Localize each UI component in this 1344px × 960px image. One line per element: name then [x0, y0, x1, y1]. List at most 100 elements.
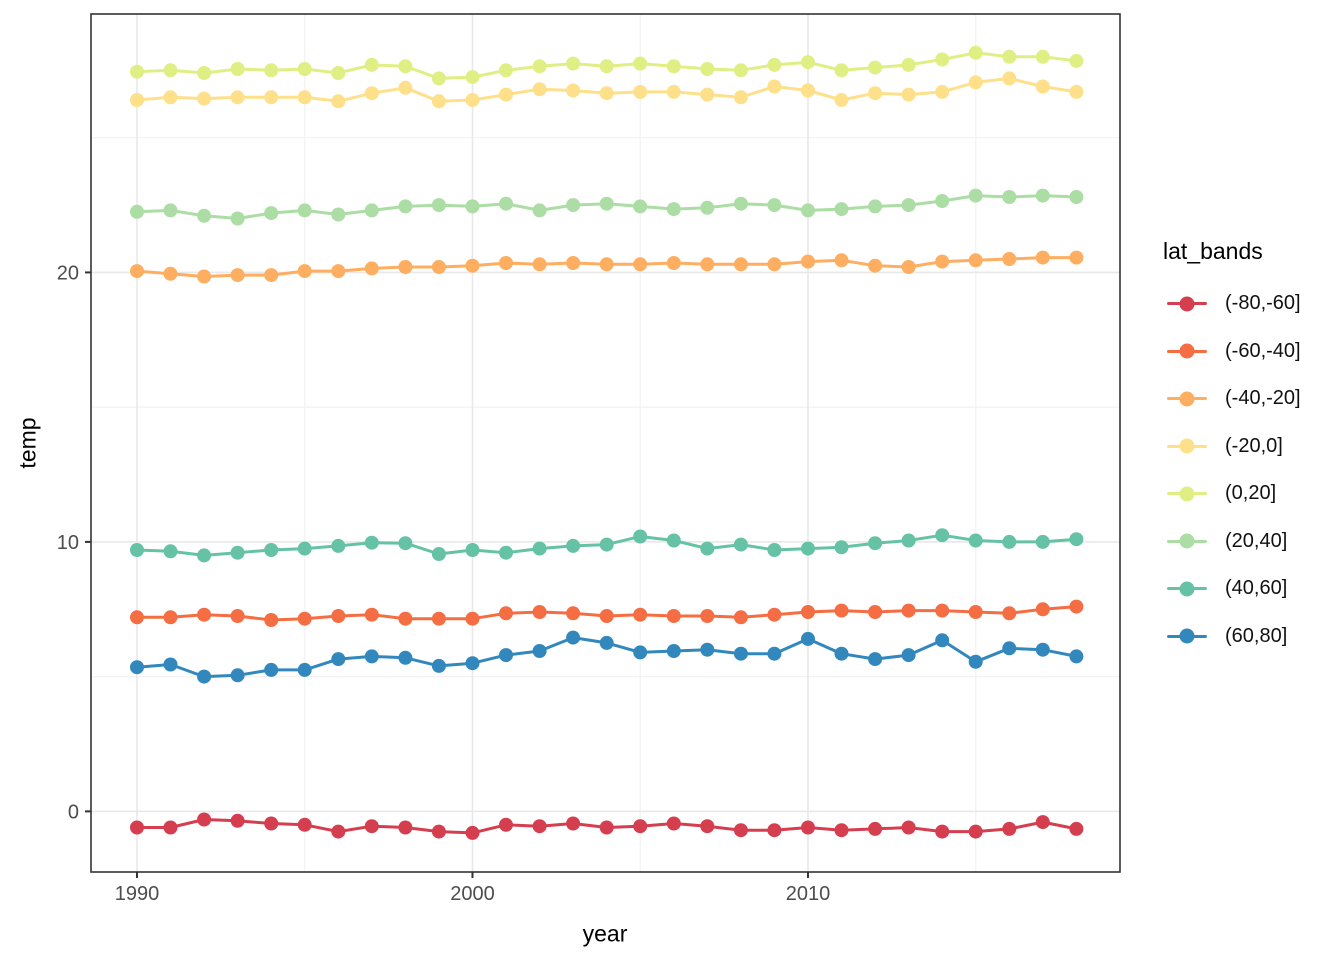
data-point-(0,20]-1996	[331, 66, 346, 80]
data-point-(-40,-20]-2012	[868, 258, 883, 273]
data-point-(-20,0]-2006	[666, 84, 681, 99]
data-point-(20,40]-1998	[398, 199, 413, 214]
data-point-(40,60]-1993	[230, 545, 245, 560]
data-point-(-80,-60]-2002	[532, 819, 547, 834]
data-point-(40,60]-2001	[499, 545, 513, 560]
data-point-(60,80]-2015	[968, 654, 983, 669]
data-point-(-60,-40]-1991	[163, 610, 178, 625]
data-point-(-60,-40]-2007	[700, 609, 715, 623]
data-point-(20,40]-2007	[700, 200, 715, 215]
legend-item-label: (-60,-40]	[1225, 339, 1301, 362]
data-point-(-20,0]-1992	[197, 91, 212, 106]
data-point-(-20,0]-2011	[834, 93, 849, 107]
data-point-(-80,-60]-2009	[767, 823, 782, 838]
data-point-(-60,-40]-2003	[566, 606, 581, 621]
data-point-(0,20]-2001	[499, 63, 513, 78]
data-point-(20,40]-2000	[465, 199, 480, 214]
data-point-(0,20]-2010	[801, 55, 815, 70]
data-point-(-60,-40]-2017	[1035, 602, 1050, 617]
data-point-(0,20]-2011	[834, 63, 849, 78]
data-point-(-40,-20]-2014	[935, 254, 950, 269]
data-point-(40,60]-1996	[331, 538, 346, 553]
data-point-(40,60]-2011	[834, 540, 849, 555]
data-point-(-60,-40]-2000	[465, 611, 480, 626]
data-point-(-20,0]-2009	[767, 79, 782, 94]
data-point-(-40,-20]-2018	[1069, 250, 1084, 265]
data-point-(-40,-20]-2001	[499, 256, 513, 270]
legend-item-label: (-80,-60]	[1225, 292, 1301, 315]
data-point-(-60,-40]-1995	[297, 611, 312, 626]
data-point-(40,60]-1994	[264, 543, 279, 557]
data-point-(40,60]-2012	[868, 536, 883, 551]
legend-key-icon	[1167, 626, 1207, 646]
legend-key-dot	[1179, 486, 1195, 502]
data-point-(-80,-60]-2011	[834, 823, 849, 838]
data-point-(-80,-60]-2012	[868, 821, 883, 836]
data-point-(-80,-60]-2018	[1069, 821, 1084, 836]
data-point-(-60,-40]-2001	[499, 606, 513, 621]
data-point-(-60,-40]-2005	[633, 607, 648, 622]
legend-key-icon	[1167, 579, 1207, 599]
data-point-(-80,-60]-1996	[331, 824, 346, 839]
data-point-(-40,-20]-2016	[1002, 252, 1017, 266]
data-point-(40,60]-1997	[364, 535, 379, 550]
legend-key-icon	[1167, 484, 1207, 504]
data-point-(-60,-40]-2016	[1002, 606, 1017, 621]
data-point-(-60,-40]-2018	[1069, 599, 1084, 614]
data-point-(20,40]-2002	[532, 203, 547, 218]
data-point-(40,60]-2008	[733, 537, 748, 552]
data-point-(-80,-60]-1994	[264, 816, 279, 831]
data-point-(-20,0]-2013	[901, 87, 916, 102]
data-point-(40,60]-2004	[599, 537, 614, 552]
data-point-(-60,-40]-1992	[197, 607, 212, 622]
data-point-(60,80]-1992	[197, 669, 212, 684]
data-point-(-20,0]-1994	[264, 90, 279, 105]
data-point-(60,80]-2008	[733, 646, 748, 661]
data-point-(0,20]-1994	[264, 63, 279, 78]
data-point-(-20,0]-2003	[566, 83, 581, 98]
data-point-(60,80]-2016	[1002, 641, 1017, 656]
data-point-(40,60]-2014	[935, 528, 950, 543]
data-point-(40,60]-1998	[398, 536, 413, 551]
data-point-(20,40]-1993	[230, 211, 245, 226]
data-point-(20,40]-1997	[364, 203, 379, 218]
x-tick-label: 2010	[786, 883, 831, 905]
data-point-(60,80]-2010	[801, 631, 815, 646]
data-point-(0,20]-1993	[230, 62, 245, 76]
legend-items: (-80,-60] (-60,-40] (-40,-20] (-20,0] (0,20]…	[1163, 280, 1343, 660]
data-point-(60,80]-1997	[364, 649, 379, 664]
data-point-(-40,-20]-1995	[297, 264, 312, 279]
data-point-(20,40]-2003	[566, 198, 581, 213]
data-point-(60,80]-2006	[666, 644, 681, 658]
legend-item-4: (0,20]	[1163, 470, 1343, 518]
data-point-(-40,-20]-2000	[465, 258, 480, 273]
data-point-(60,80]-2004	[599, 635, 614, 650]
data-point-(60,80]-1990	[130, 660, 144, 675]
data-point-(60,80]-1994	[264, 662, 279, 677]
data-point-(0,20]-2013	[901, 57, 916, 72]
data-point-(-60,-40]-1994	[264, 613, 279, 627]
data-point-(20,40]-2005	[633, 199, 648, 214]
legend-key-dot	[1179, 391, 1195, 407]
data-point-(0,20]-2004	[599, 59, 614, 74]
data-point-(0,20]-1995	[297, 62, 312, 76]
data-point-(-40,-20]-1999	[431, 260, 446, 274]
y-tick-label: 0	[68, 801, 79, 823]
data-point-(-60,-40]-2012	[868, 605, 883, 619]
data-point-(20,40]-1995	[297, 203, 312, 218]
data-point-(0,20]-1990	[130, 64, 144, 79]
legend-item-7: (60,80]	[1163, 613, 1343, 661]
data-point-(-20,0]-2017	[1035, 79, 1050, 94]
data-point-(60,80]-2001	[499, 648, 513, 663]
data-point-(40,60]-1991	[163, 544, 178, 559]
data-point-(-60,-40]-1998	[398, 611, 413, 626]
legend-key-icon	[1167, 294, 1207, 314]
data-point-(-60,-40]-1996	[331, 609, 346, 623]
data-point-(0,20]-1991	[163, 63, 178, 78]
data-point-(-40,-20]-1994	[264, 268, 279, 283]
data-point-(-80,-60]-2005	[633, 819, 648, 834]
data-point-(0,20]-2002	[532, 59, 547, 74]
data-point-(20,40]-1999	[431, 198, 446, 213]
legend-item-label: (-20,0]	[1225, 434, 1283, 457]
data-point-(-20,0]-2004	[599, 86, 614, 101]
